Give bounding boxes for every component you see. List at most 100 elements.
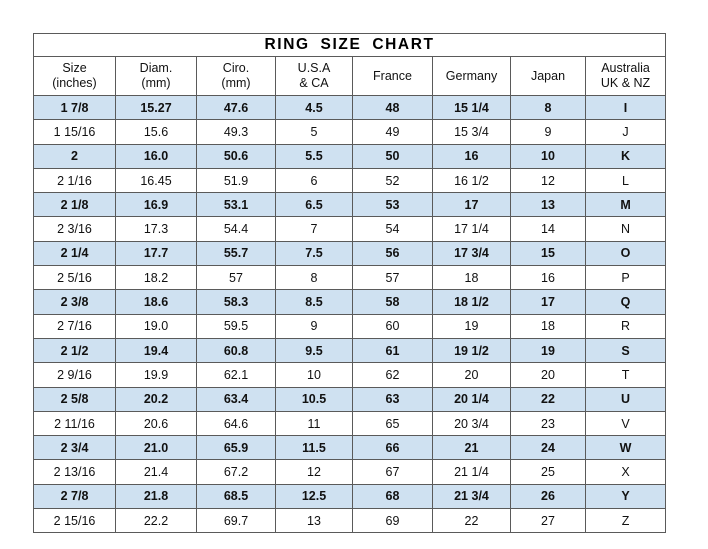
- cell-r12-c0: 2 5/8: [33, 386, 116, 412]
- cell-r1-c4: 49: [352, 119, 433, 145]
- cell-r11-c3: 10: [275, 362, 353, 388]
- cell-r4-c4: 53: [352, 192, 433, 218]
- cell-r17-c1: 22.2: [115, 508, 197, 534]
- cell-r2-c5: 16: [432, 143, 511, 169]
- cell-r5-c5: 17 1/4: [432, 216, 511, 242]
- cell-r5-c4: 54: [352, 216, 433, 242]
- cell-r8-c2: 58.3: [196, 289, 276, 315]
- chart-header-row: Size (inches) Diam. (mm) Ciro. (mm) U.S.A & CA F…: [33, 56, 667, 96]
- cell-r5-c6: 14: [510, 216, 586, 242]
- cell-r15-c0: 2 13/16: [33, 459, 116, 485]
- cell-r16-c7: Y: [584, 483, 667, 510]
- cell-r9-c7: R: [584, 313, 667, 339]
- cell-r11-c2: 62.1: [196, 362, 276, 388]
- cell-r1-c6: 9: [510, 119, 586, 145]
- table-row: 1 7/8 15.27 47.6 4.5 48 15 1/4 8 I: [33, 94, 667, 121]
- cell-r2-c3: 5.5: [275, 143, 353, 169]
- cell-r7-c3: 8: [275, 265, 353, 291]
- cell-r13-c1: 20.6: [115, 410, 197, 437]
- cell-r1-c0: 1 15/16: [33, 119, 116, 145]
- cell-r3-c1: 16.45: [115, 167, 197, 194]
- cell-r17-c6: 27: [510, 508, 586, 534]
- table-row: 2 3/16 17.3 54.4 7 54 17 1/4 14 N: [33, 216, 667, 242]
- cell-r14-c4: 66: [352, 435, 433, 461]
- cell-r15-c2: 67.2: [196, 459, 276, 485]
- cell-r4-c0: 2 1/8: [33, 192, 116, 218]
- table-row: 2 7/16 19.0 59.5 9 60 19 18 R: [33, 313, 667, 339]
- cell-r10-c4: 61: [352, 337, 433, 364]
- cell-r14-c2: 65.9: [196, 435, 276, 461]
- table-row: 2 9/16 19.9 62.1 10 62 20 20 T: [33, 362, 667, 388]
- cell-r12-c4: 63: [352, 386, 433, 412]
- column-header-line1: Germany: [445, 68, 498, 83]
- cell-r11-c5: 20: [432, 362, 511, 388]
- cell-r9-c1: 19.0: [115, 313, 197, 339]
- cell-r4-c5: 17: [432, 192, 511, 218]
- cell-r5-c7: N: [584, 216, 667, 242]
- cell-r15-c4: 67: [352, 459, 433, 485]
- column-header-6: Japan: [510, 56, 586, 96]
- cell-r0-c3: 4.5: [275, 94, 353, 121]
- cell-r6-c5: 17 3/4: [432, 240, 511, 267]
- column-header-4: France: [352, 56, 433, 96]
- cell-r9-c2: 59.5: [196, 313, 276, 339]
- table-row: 2 11/16 20.6 64.6 11 65 20 3/4 23 V: [33, 410, 667, 437]
- chart-title-row: RING SIZE CHART: [32, 33, 667, 57]
- cell-r2-c2: 50.6: [196, 143, 276, 169]
- cell-r3-c6: 12: [510, 167, 586, 194]
- ring-size-chart-table: RING SIZE CHART Size (inches) Diam. (mm) Cir…: [32, 33, 667, 534]
- cell-r12-c3: 10.5: [275, 386, 353, 412]
- cell-r6-c4: 56: [352, 240, 433, 267]
- cell-r8-c6: 17: [510, 289, 586, 315]
- column-header-0: Size (inches): [33, 56, 116, 96]
- cell-r16-c0: 2 7/8: [33, 483, 116, 510]
- cell-r0-c2: 47.6: [196, 94, 276, 121]
- column-header-1: Diam. (mm): [115, 56, 197, 96]
- cell-r4-c1: 16.9: [115, 192, 197, 218]
- cell-r9-c5: 19: [432, 313, 511, 339]
- cell-r4-c3: 6.5: [275, 192, 353, 218]
- cell-r10-c7: S: [584, 337, 667, 364]
- cell-r1-c5: 15 3/4: [432, 119, 511, 145]
- cell-r9-c6: 18: [510, 313, 586, 339]
- cell-r17-c5: 22: [432, 508, 511, 534]
- cell-r17-c0: 2 15/16: [33, 508, 116, 534]
- column-header-line2: & CA: [299, 76, 329, 90]
- cell-r6-c2: 55.7: [196, 240, 276, 267]
- cell-r0-c1: 15.27: [115, 94, 197, 121]
- cell-r16-c5: 21 3/4: [432, 483, 511, 510]
- cell-r12-c1: 20.2: [115, 386, 197, 412]
- cell-r10-c6: 19: [510, 337, 586, 364]
- cell-r1-c7: J: [584, 119, 667, 145]
- column-header-line2: (inches): [52, 76, 97, 90]
- cell-r15-c3: 12: [275, 459, 353, 485]
- cell-r13-c3: 11: [275, 410, 353, 437]
- table-row: 2 1/2 19.4 60.8 9.5 61 19 1/2 19 S: [33, 337, 667, 364]
- cell-r7-c4: 57: [352, 265, 433, 291]
- cell-r15-c5: 21 1/4: [432, 459, 511, 485]
- cell-r10-c1: 19.4: [115, 337, 197, 364]
- cell-r8-c3: 8.5: [275, 289, 353, 315]
- cell-r11-c7: T: [584, 362, 667, 388]
- cell-r7-c6: 16: [510, 265, 586, 291]
- cell-r7-c2: 57: [196, 265, 276, 291]
- table-row: 2 5/16 18.2 57 8 57 18 16 P: [33, 265, 667, 291]
- cell-r9-c4: 60: [352, 313, 433, 339]
- cell-r16-c3: 12.5: [275, 483, 353, 510]
- table-row: 2 16.0 50.6 5.5 50 16 10 K: [33, 143, 667, 169]
- cell-r3-c2: 51.9: [196, 167, 276, 194]
- cell-r4-c7: M: [584, 192, 667, 218]
- cell-r11-c1: 19.9: [115, 362, 197, 388]
- column-header-line1: France: [373, 68, 412, 83]
- cell-r14-c5: 21: [432, 435, 511, 461]
- column-header-line2: (mm): [221, 76, 251, 90]
- cell-r13-c0: 2 11/16: [33, 410, 116, 437]
- column-header-line1: Australia: [601, 61, 650, 76]
- cell-r4-c2: 53.1: [196, 192, 276, 218]
- cell-r10-c5: 19 1/2: [432, 337, 511, 364]
- column-header-5: Germany: [432, 56, 511, 96]
- cell-r7-c0: 2 5/16: [33, 265, 116, 291]
- cell-r7-c7: P: [584, 265, 667, 291]
- table-row: 2 7/8 21.8 68.5 12.5 68 21 3/4 26 Y: [33, 483, 667, 510]
- table-row: 2 5/8 20.2 63.4 10.5 63 20 1/4 22 U: [33, 386, 667, 412]
